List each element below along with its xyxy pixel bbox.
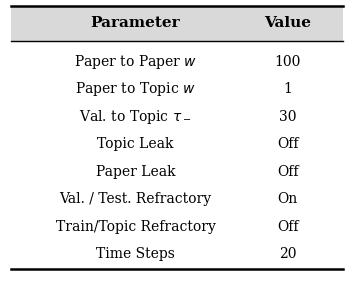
Text: Off: Off [277, 220, 298, 234]
FancyBboxPatch shape [11, 6, 343, 41]
Text: Paper Leak: Paper Leak [96, 165, 175, 179]
Text: Value: Value [264, 16, 311, 30]
Text: Val. to Topic $\tau_-$: Val. to Topic $\tau_-$ [79, 108, 192, 126]
Text: Off: Off [277, 137, 298, 151]
Text: 1: 1 [283, 82, 292, 96]
Text: Parameter: Parameter [91, 16, 180, 30]
Text: 30: 30 [279, 110, 296, 124]
Text: Paper to Topic $w$: Paper to Topic $w$ [75, 80, 196, 98]
Text: Val. / Test. Refractory: Val. / Test. Refractory [59, 192, 212, 206]
Text: Train/Topic Refractory: Train/Topic Refractory [56, 220, 216, 234]
Text: 20: 20 [279, 247, 296, 261]
Text: On: On [278, 192, 298, 206]
Text: Paper to Paper $w$: Paper to Paper $w$ [74, 53, 197, 71]
Text: Topic Leak: Topic Leak [97, 137, 174, 151]
Text: 100: 100 [274, 55, 301, 69]
Text: Off: Off [277, 165, 298, 179]
Text: Time Steps: Time Steps [96, 247, 175, 261]
